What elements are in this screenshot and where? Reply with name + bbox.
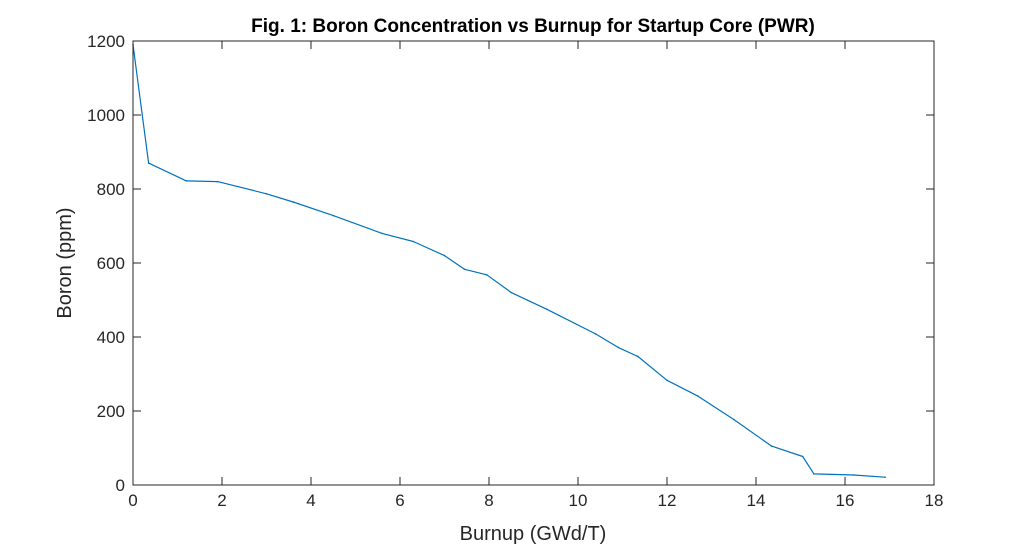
data-point (801, 455, 804, 458)
plot-area (133, 41, 934, 485)
data-point (595, 333, 597, 335)
data-point (381, 232, 384, 235)
plot-frame (132, 40, 935, 486)
x-tick-label: 14 (747, 491, 766, 510)
data-point (813, 473, 815, 475)
data-point (510, 291, 513, 294)
x-tick-label: 2 (217, 491, 226, 510)
y-tick-label: 200 (97, 402, 125, 421)
x-tick-label: 6 (395, 491, 404, 510)
data-point (463, 268, 466, 271)
data-point (770, 445, 773, 447)
data-point (884, 476, 886, 479)
y-tick-label: 400 (97, 328, 125, 347)
data-point (332, 214, 335, 217)
data-point (637, 355, 639, 358)
x-tick-label: 16 (836, 491, 855, 510)
x-tick-label: 12 (658, 491, 677, 510)
x-axis-label: Burnup (GWd/T) (460, 523, 607, 545)
data-point (853, 474, 855, 476)
data-point (617, 346, 619, 349)
data-point (666, 379, 668, 382)
data-point (485, 274, 488, 276)
x-tick-label: 0 (128, 491, 137, 510)
tick-layer: 0 2 4 6 8 10 12 14 16 18 0 200 400 600 800 1000 1200 (87, 32, 943, 510)
data-point (412, 240, 415, 243)
x-tick-label: 4 (306, 491, 315, 510)
x-tick-label: 10 (569, 491, 588, 510)
data-point (732, 418, 735, 421)
data-point (443, 254, 446, 257)
data-point (216, 180, 219, 183)
data-point (697, 395, 699, 398)
data-line-layer (132, 43, 886, 479)
data-point (546, 308, 548, 311)
x-tick-label: 18 (925, 491, 944, 510)
data-point (147, 162, 150, 164)
data-point (265, 193, 268, 195)
y-tick-label: 0 (116, 476, 125, 495)
y-tick-label: 1200 (87, 32, 125, 51)
y-tick-label: 1000 (87, 106, 125, 125)
y-tick-label: 600 (97, 254, 125, 273)
y-tick-label: 800 (97, 180, 125, 199)
y-axis-label: Boron (ppm) (54, 207, 76, 318)
chart-title: Fig. 1: Boron Concentration vs Burnup fo… (251, 16, 815, 37)
data-point (185, 180, 188, 182)
x-tick-label: 8 (484, 491, 493, 510)
data-point (292, 201, 295, 203)
